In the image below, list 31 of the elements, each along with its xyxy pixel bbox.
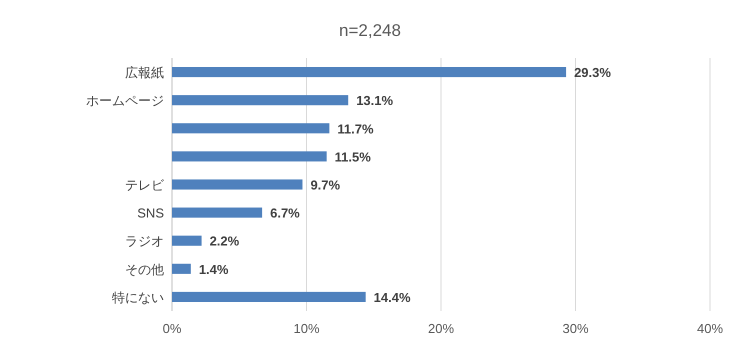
x-tick-label: 20% (428, 321, 454, 336)
y-tick-label: その他 (125, 262, 164, 277)
data-label: 1.4% (198, 262, 229, 277)
y-tick-label: テレビ (125, 178, 165, 192)
bar (172, 208, 262, 218)
bar (172, 179, 302, 190)
data-label: 6.7% (270, 206, 300, 221)
bar (172, 95, 348, 106)
bar (172, 264, 191, 274)
y-tick-label: 広報紙 (125, 65, 164, 80)
data-label: 11.7% (337, 121, 374, 136)
data-label: 2.2% (210, 234, 240, 249)
bar (172, 66, 566, 78)
y-tick-label: 特にない (112, 290, 164, 305)
data-label: 13.1% (356, 93, 394, 108)
bar (172, 123, 330, 134)
bar (172, 292, 366, 302)
x-tick-label: 40% (696, 321, 724, 336)
y-tick-label: SNS (137, 206, 164, 221)
y-tick-label: ホームページ (86, 93, 164, 108)
data-label: 14.4% (374, 290, 411, 305)
data-label: 9.7% (310, 178, 341, 192)
data-label: 11.5% (334, 149, 372, 164)
bar (172, 236, 202, 246)
x-tick-label: 10% (293, 321, 320, 336)
y-tick-label: ラジオ (125, 234, 164, 249)
x-tick-label: 0% (162, 321, 182, 336)
chart-title: n=2,248 (339, 21, 401, 40)
data-label: 29.3% (574, 65, 612, 80)
x-tick-label: 30% (562, 321, 589, 336)
bar (172, 151, 327, 162)
